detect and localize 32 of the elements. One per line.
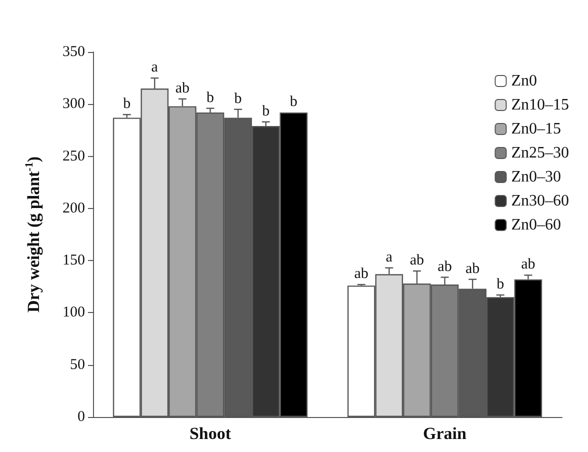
y-tick-label: 0 <box>78 409 85 425</box>
data-label: a <box>386 249 393 266</box>
data-label: b <box>234 90 242 107</box>
data-label: ab <box>438 258 452 275</box>
y-tick-label: 200 <box>62 200 85 216</box>
y-tick-label: 50 <box>70 356 85 373</box>
data-label: b <box>262 103 270 120</box>
legend-label: Zn25–30 <box>511 144 570 162</box>
x-tick-label: Grain <box>423 424 468 443</box>
legend-label: Zn10–15 <box>511 96 570 114</box>
data-label: ab <box>175 80 190 96</box>
data-label: a <box>151 60 158 76</box>
data-label: b <box>206 90 214 106</box>
y-tick-label: 250 <box>62 148 85 164</box>
legend-label: Zn0–30 <box>511 168 562 186</box>
y-axis-title: Dry weight (g plant-1) <box>24 156 43 313</box>
y-tick-label: 350 <box>62 44 85 60</box>
data-label: ab <box>465 260 480 277</box>
data-label: ab <box>410 252 424 268</box>
data-label: b <box>290 94 298 110</box>
data-label: b <box>496 276 504 292</box>
data-label: ab <box>521 256 536 273</box>
x-tick-label: Shoot <box>189 424 232 443</box>
y-tick-label: 300 <box>62 96 85 112</box>
data-label: b <box>123 96 131 112</box>
legend-label: Zn30–60 <box>511 192 570 210</box>
legend-label: Zn0–15 <box>511 120 562 138</box>
data-label: ab <box>354 266 368 282</box>
legend-label: Zn0 <box>511 72 538 90</box>
y-tick-label: 100 <box>62 304 85 321</box>
legend-label: Zn0–60 <box>511 216 562 234</box>
y-tick-label: 150 <box>62 252 85 269</box>
